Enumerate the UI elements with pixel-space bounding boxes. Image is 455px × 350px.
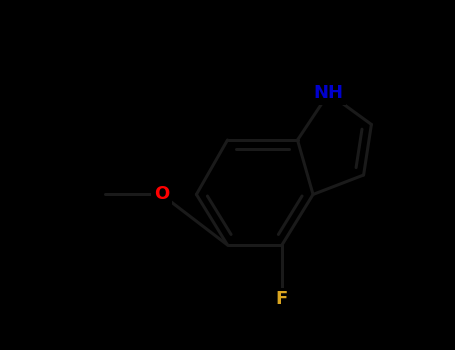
Text: O: O xyxy=(154,186,169,203)
Text: F: F xyxy=(276,290,288,308)
Text: NH: NH xyxy=(313,84,344,102)
